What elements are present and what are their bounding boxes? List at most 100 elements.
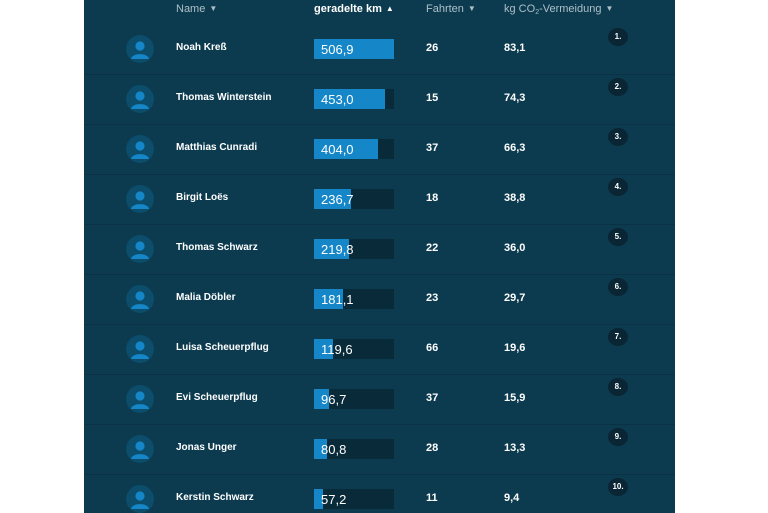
km-bar: 219,8	[314, 239, 394, 259]
header-co2-suffix: -Vermeidung	[539, 3, 602, 15]
participant-name[interactable]: Matthias Cunradi	[176, 142, 258, 153]
user-avatar-icon[interactable]	[126, 235, 154, 263]
sort-by-trips[interactable]: Fahrten ▼	[426, 3, 476, 15]
trips-count: 28	[426, 442, 439, 454]
user-avatar-icon[interactable]	[126, 435, 154, 463]
km-bar: 80,8	[314, 439, 394, 459]
km-bar: 236,7	[314, 189, 394, 209]
participant-name[interactable]: Birgit Loës	[176, 192, 229, 203]
km-bar: 96,7	[314, 389, 394, 409]
table-row[interactable]: Jonas Unger 80,8 28 13,3 9.	[84, 425, 675, 475]
participant-name[interactable]: Kerstin Schwarz	[176, 492, 254, 503]
header-co2-sub: 2	[535, 9, 540, 16]
user-avatar-icon[interactable]	[126, 485, 154, 513]
co2-value: 38,8	[504, 192, 526, 204]
caret-down-icon: ▼	[209, 4, 218, 13]
table-row[interactable]: Luisa Scheuerpflug 119,6 66 19,6 7.	[84, 325, 675, 375]
rank-badge: 5.	[608, 228, 628, 246]
table-row[interactable]: Thomas Schwarz 219,8 22 36,0 5.	[84, 225, 675, 275]
km-value: 119,6	[321, 342, 353, 357]
user-avatar-icon[interactable]	[126, 335, 154, 363]
header-name-label: Name	[176, 3, 206, 15]
km-value: 453,0	[321, 92, 354, 107]
user-avatar-icon[interactable]	[126, 285, 154, 313]
km-bar: 181,1	[314, 289, 394, 309]
co2-value: 13,3	[504, 442, 526, 454]
table-row[interactable]: Noah Kreß 506,9 26 83,1 1.	[84, 25, 675, 75]
km-bar: 506,9	[314, 39, 394, 59]
header-co2-prefix: kg CO	[504, 3, 536, 15]
participant-name[interactable]: Luisa Scheuerpflug	[176, 342, 269, 353]
km-bar-fill	[314, 139, 378, 159]
co2-value: 19,6	[504, 342, 526, 354]
table-row[interactable]: Evi Scheuerpflug 96,7 37 15,9 8.	[84, 375, 675, 425]
km-value: 236,7	[321, 192, 354, 207]
user-avatar-icon[interactable]	[126, 385, 154, 413]
header-trips-label: Fahrten	[426, 3, 464, 15]
leaderboard-panel: Name ▼ geradelte km ▲ Fahrten ▼ kg CO2-Verm…	[84, 0, 675, 513]
user-avatar-icon[interactable]	[126, 185, 154, 213]
km-value: 96,7	[321, 392, 347, 407]
trips-count: 15	[426, 92, 439, 104]
co2-value: 83,1	[504, 42, 526, 54]
co2-value: 36,0	[504, 242, 526, 254]
rank-badge: 3.	[608, 128, 628, 146]
km-bar-fill	[314, 389, 329, 409]
participant-name[interactable]: Thomas Winterstein	[176, 92, 272, 103]
rank-badge: 10.	[608, 478, 628, 496]
km-bar-fill	[314, 189, 351, 209]
co2-value: 15,9	[504, 392, 526, 404]
sort-by-co2[interactable]: kg CO2-Vermeidung ▼	[504, 3, 613, 16]
km-value: 80,8	[321, 442, 347, 457]
participant-name[interactable]: Malia Döbler	[176, 292, 236, 303]
trips-count: 37	[426, 392, 439, 404]
co2-value: 66,3	[504, 142, 526, 154]
km-bar: 404,0	[314, 139, 394, 159]
trips-count: 18	[426, 192, 439, 204]
table-row[interactable]: Matthias Cunradi 404,0 37 66,3 3.	[84, 125, 675, 175]
trips-count: 22	[426, 242, 439, 254]
caret-down-icon: ▼	[605, 4, 614, 13]
km-bar-fill	[314, 439, 327, 459]
rank-badge: 4.	[608, 178, 628, 196]
user-avatar-icon[interactable]	[126, 85, 154, 113]
km-bar: 119,6	[314, 339, 394, 359]
rank-badge: 9.	[608, 428, 628, 446]
leaderboard-rows: Noah Kreß 506,9 26 83,1 1. Thomas Winterstein…	[84, 25, 675, 513]
participant-name[interactable]: Jonas Unger	[176, 442, 237, 453]
rank-badge: 2.	[608, 78, 628, 96]
km-value: 506,9	[321, 42, 354, 57]
user-avatar-icon[interactable]	[126, 35, 154, 63]
sort-by-km[interactable]: geradelte km ▲	[314, 3, 394, 15]
sort-by-name[interactable]: Name ▼	[176, 3, 217, 15]
km-value: 57,2	[321, 492, 347, 507]
table-row[interactable]: Malia Döbler 181,1 23 29,7 6.	[84, 275, 675, 325]
co2-value: 29,7	[504, 292, 526, 304]
rank-badge: 6.	[608, 278, 628, 296]
km-bar: 57,2	[314, 489, 394, 509]
km-bar-fill	[314, 39, 394, 59]
user-avatar-icon[interactable]	[126, 135, 154, 163]
participant-name[interactable]: Thomas Schwarz	[176, 242, 258, 253]
co2-value: 74,3	[504, 92, 526, 104]
table-row[interactable]: Thomas Winterstein 453,0 15 74,3 2.	[84, 75, 675, 125]
participant-name[interactable]: Noah Kreß	[176, 42, 227, 53]
km-bar-fill	[314, 339, 333, 359]
km-value: 219,8	[321, 242, 354, 257]
km-bar-fill	[314, 239, 349, 259]
km-bar: 453,0	[314, 89, 394, 109]
rank-badge: 8.	[608, 378, 628, 396]
rank-badge: 7.	[608, 328, 628, 346]
table-row[interactable]: Birgit Loës 236,7 18 38,8 4.	[84, 175, 675, 225]
header-co2-label: kg CO2-Vermeidung	[504, 3, 602, 16]
km-value: 404,0	[321, 142, 354, 157]
participant-name[interactable]: Evi Scheuerpflug	[176, 392, 258, 403]
km-value: 181,1	[321, 292, 354, 307]
table-header: Name ▼ geradelte km ▲ Fahrten ▼ kg CO2-Verm…	[84, 0, 675, 20]
header-km-label: geradelte km	[314, 3, 382, 15]
table-row[interactable]: Kerstin Schwarz 57,2 11 9,4 10.	[84, 475, 675, 513]
km-bar-fill	[314, 89, 385, 109]
trips-count: 66	[426, 342, 439, 354]
trips-count: 23	[426, 292, 439, 304]
trips-count: 37	[426, 142, 439, 154]
